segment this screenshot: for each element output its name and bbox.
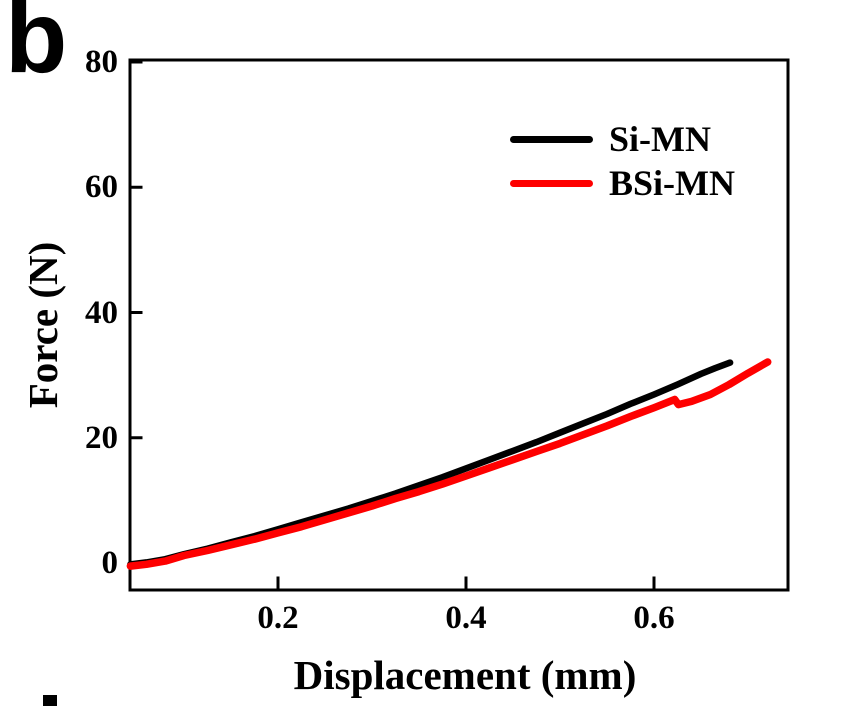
legend-line-si-mn <box>510 135 593 143</box>
legend-line-bsi-mn <box>510 179 593 187</box>
y-tick-label-60: 60 <box>85 169 118 205</box>
y-tick-label-0: 0 <box>101 545 119 581</box>
x-tick-label-0.6: 0.6 <box>633 600 675 636</box>
legend-item-si-mn: Si-MN <box>510 117 735 161</box>
panel-label: b <box>5 0 68 94</box>
y-tick-label-20: 20 <box>85 420 118 456</box>
series-line-si-mn <box>127 359 734 568</box>
legend: Si-MN BSi-MN <box>510 117 735 205</box>
plot-frame <box>128 58 790 592</box>
y-tick-label-40: 40 <box>85 295 118 331</box>
y-axis-title: Force (N) <box>20 241 66 409</box>
legend-label-si-mn: Si-MN <box>609 119 711 159</box>
next-panel-label-fragment <box>43 695 57 706</box>
x-tick-label-0.2: 0.2 <box>257 600 299 636</box>
y-tick-label-80: 80 <box>85 44 118 80</box>
series-line-bsi-mn <box>126 358 772 570</box>
x-axis-title: Displacement (mm) <box>293 652 637 698</box>
x-tick-label-0.4: 0.4 <box>445 600 487 636</box>
legend-label-bsi-mn: BSi-MN <box>609 163 735 203</box>
legend-item-bsi-mn: BSi-MN <box>510 161 735 205</box>
